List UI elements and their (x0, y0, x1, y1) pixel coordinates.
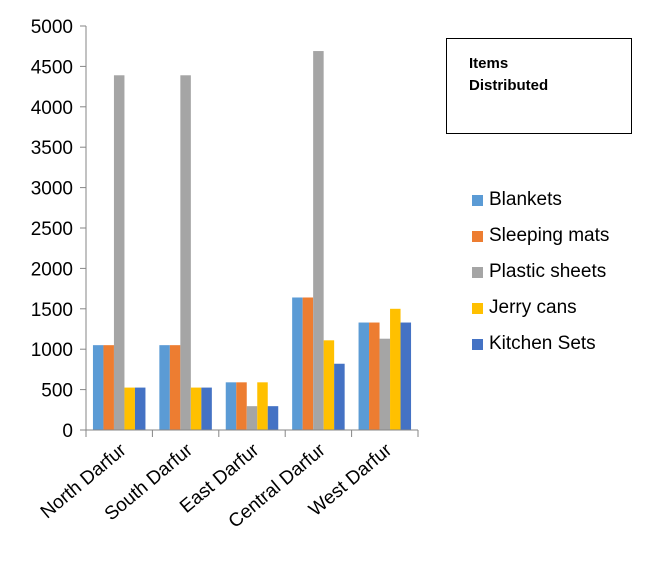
legend-item-jerry-cans: Jerry cans (470, 290, 646, 326)
legend-swatch-sleeping-mats (472, 231, 483, 242)
bar-sleeping-mats-south-darfur (169, 345, 181, 430)
legend-label-kitchen-sets: Kitchen Sets (489, 333, 596, 354)
chart-title-line-1: Items (469, 55, 509, 72)
bar-plastic-sheets-north-darfur (113, 75, 125, 431)
bar-blankets-north-darfur (92, 345, 104, 430)
legend-label-blankets: Blankets (489, 189, 562, 210)
bar-sleeping-mats-central-darfur (302, 297, 314, 430)
bar-kitchen-sets-north-darfur (134, 387, 146, 430)
legend-label-sleeping-mats: Sleeping mats (489, 225, 610, 246)
legend-item-sleeping-mats: Sleeping mats (470, 218, 646, 254)
bar-jerry-cans-west-darfur (390, 308, 401, 430)
y-tick-label: 1000 (31, 340, 73, 361)
y-tick-label: 2000 (31, 259, 73, 280)
bar-plastic-sheets-central-darfur (313, 51, 324, 430)
legend-swatch-kitchen-sets (472, 339, 483, 350)
legend-item-blankets: Blankets (470, 182, 646, 218)
bar-kitchen-sets-east-darfur (267, 406, 279, 430)
legend-item-plastic-sheets: Plastic sheets (470, 254, 646, 290)
bar-blankets-east-darfur (225, 382, 237, 430)
chart-title-line-2: Distributed (469, 77, 549, 94)
legend: Blankets Sleeping mats Plastic sheets Je… (470, 182, 646, 362)
legend-label-jerry-cans: Jerry cans (489, 297, 577, 318)
y-tick-label: 500 (41, 381, 73, 402)
y-tick-label: 4500 (31, 57, 73, 78)
y-tick-label: 4000 (31, 98, 73, 119)
bar-plastic-sheets-west-darfur (379, 338, 391, 430)
legend-label-plastic-sheets: Plastic sheets (489, 261, 607, 282)
bar-jerry-cans-east-darfur (257, 382, 268, 430)
bar-blankets-central-darfur (292, 297, 303, 430)
bar-kitchen-sets-south-darfur (201, 387, 212, 430)
bar-kitchen-sets-west-darfur (400, 322, 412, 430)
bar-blankets-south-darfur (159, 345, 170, 430)
chart-title-box: Items Distributed (446, 38, 632, 134)
y-tick-label: 1500 (31, 300, 73, 321)
legend-item-kitchen-sets: Kitchen Sets (470, 326, 646, 362)
legend-swatch-blankets (472, 195, 483, 206)
y-tick-label: 2500 (31, 219, 73, 240)
bar-sleeping-mats-north-darfur (103, 345, 114, 430)
bar-jerry-cans-central-darfur (323, 340, 335, 430)
legend-swatch-jerry-cans (472, 303, 483, 314)
bar-blankets-west-darfur (358, 322, 370, 430)
bar-jerry-cans-south-darfur (190, 387, 202, 430)
y-tick-label: 3500 (31, 138, 73, 159)
y-tick-label: 5000 (31, 17, 73, 38)
bar-plastic-sheets-south-darfur (180, 75, 191, 431)
legend-swatch-plastic-sheets (472, 267, 483, 278)
y-tick-label: 3000 (31, 179, 73, 200)
bar-kitchen-sets-central-darfur (334, 363, 345, 430)
bar-jerry-cans-north-darfur (124, 387, 135, 430)
bar-sleeping-mats-east-darfur (236, 382, 247, 430)
y-tick-label: 0 (62, 421, 73, 442)
bar-sleeping-mats-west-darfur (369, 322, 380, 430)
bar-plastic-sheets-east-darfur (246, 406, 258, 430)
